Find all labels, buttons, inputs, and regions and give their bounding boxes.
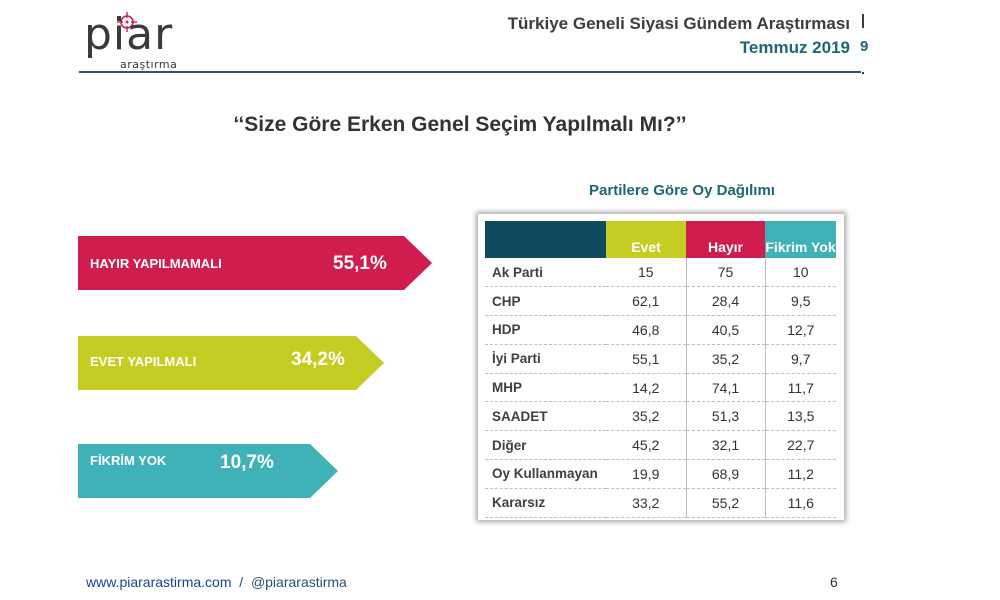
hayir-cell: 35,2 xyxy=(686,344,766,374)
hayir-cell: 74,1 xyxy=(686,373,766,403)
arrow-shape xyxy=(78,444,338,498)
footer-separator: / xyxy=(239,574,244,590)
party-name-cell: Kararsız xyxy=(485,488,606,518)
table-row: Diğer 45,2 32,1 22,7 xyxy=(485,430,836,461)
hayir-cell: 32,1 xyxy=(686,430,766,461)
fikrim-yok-cell: 12,7 xyxy=(765,315,836,345)
evet-cell: 35,2 xyxy=(606,401,687,432)
table-row: İyi Parti 55,1 35,2 9,7 xyxy=(485,344,836,374)
header-fikrim-yok: Fikrim Yok xyxy=(765,221,836,258)
party-name-cell: MHP xyxy=(485,373,606,403)
party-table: Evet Hayır Fikrim Yok Ak Parti 15 75 10 CHP 6… xyxy=(485,221,836,518)
report-title: Türkiye Geneli Siyasi Gündem Araştırması xyxy=(507,14,850,33)
answer-arrow-fikrim-yok: FİKRİM YOK 10,7% xyxy=(78,444,338,498)
party-name-cell: İyi Parti xyxy=(485,344,606,374)
header-divider xyxy=(79,71,861,73)
table-row: MHP 14,2 74,1 11,7 xyxy=(485,373,836,403)
table-row: HDP 46,8 40,5 12,7 xyxy=(485,315,836,345)
table-body: Ak Parti 15 75 10 CHP 62,1 28,4 9,5 HDP 46,8 40,5 1… xyxy=(485,258,836,518)
fikrim-yok-cell: 11,2 xyxy=(765,459,836,489)
header-evet: Evet xyxy=(606,221,686,258)
evet-cell: 15 xyxy=(606,258,687,288)
evet-cell: 14,2 xyxy=(606,373,687,403)
evet-cell: 19,9 xyxy=(606,459,687,489)
answer-value: 34,2% xyxy=(291,349,345,370)
target-icon xyxy=(117,12,137,32)
party-name-cell: SAADET xyxy=(485,401,606,432)
table-row: CHP 62,1 28,4 9,5 xyxy=(485,286,836,317)
fikrim-yok-cell: 9,5 xyxy=(765,286,836,317)
party-name-cell: Diğer xyxy=(485,430,606,461)
table-row: Ak Parti 15 75 10 xyxy=(485,258,836,288)
website-link[interactable]: www.piararastirma.com xyxy=(86,574,232,590)
evet-cell: 45,2 xyxy=(606,430,687,461)
logo-subtext: araştırma xyxy=(120,58,178,71)
hayir-cell: 55,2 xyxy=(686,488,766,518)
edge-fragment-dot xyxy=(862,72,864,74)
hayir-cell: 51,3 xyxy=(686,401,766,432)
fikrim-yok-cell: 10 xyxy=(765,258,836,288)
logo: piar araştırma xyxy=(84,8,194,72)
party-table-frame: Evet Hayır Fikrim Yok Ak Parti 15 75 10 CHP 6… xyxy=(478,214,844,520)
page-number: 6 xyxy=(830,574,838,590)
answer-label: FİKRİM YOK xyxy=(90,453,167,468)
report-date: Temmuz 2019 xyxy=(739,38,850,57)
edge-fragment xyxy=(862,14,864,28)
survey-question: ‘‘Size Göre Erken Genel Seçim Yapılmalı … xyxy=(233,113,687,136)
hayir-cell: 75 xyxy=(686,258,766,288)
fikrim-yok-cell: 13,5 xyxy=(765,401,836,432)
party-name-cell: CHP xyxy=(485,286,606,317)
arrow-shape xyxy=(78,236,432,290)
answer-arrow-hayir: HAYIR YAPILMAMALI 55,1% xyxy=(78,236,432,290)
fikrim-yok-cell: 9,7 xyxy=(765,344,836,374)
table-row: Oy Kullanmayan 19,9 68,9 11,2 xyxy=(485,459,836,489)
evet-cell: 46,8 xyxy=(606,315,687,345)
hayir-cell: 40,5 xyxy=(686,315,766,345)
party-name-cell: HDP xyxy=(485,315,606,345)
answer-arrow-evet: EVET YAPILMALI 34,2% xyxy=(78,336,384,390)
hayir-cell: 28,4 xyxy=(686,286,766,317)
arrow-shape xyxy=(78,336,384,390)
footer: www.piararastirma.com / @piararastirma xyxy=(86,574,347,590)
answer-value: 55,1% xyxy=(333,253,387,274)
party-name-cell: Oy Kullanmayan xyxy=(485,459,606,489)
hayir-cell: 68,9 xyxy=(686,459,766,489)
evet-cell: 55,1 xyxy=(606,344,687,374)
fikrim-yok-cell: 11,7 xyxy=(765,373,836,403)
fikrim-yok-cell: 11,6 xyxy=(765,488,836,518)
table-row: SAADET 35,2 51,3 13,5 xyxy=(485,401,836,432)
answer-label: HAYIR YAPILMAMALI xyxy=(90,256,222,271)
party-name-cell: Ak Parti xyxy=(485,258,606,288)
logo-wordmark: piar xyxy=(84,9,174,60)
fikrim-yok-cell: 22,7 xyxy=(765,430,836,461)
table-row: Kararsız 33,2 55,2 11,6 xyxy=(485,488,836,518)
table-header-row: Evet Hayır Fikrim Yok xyxy=(485,221,836,258)
evet-cell: 62,1 xyxy=(606,286,687,317)
header-hayir: Hayır xyxy=(686,221,765,258)
header-party xyxy=(485,221,606,258)
social-handle[interactable]: @piararastirma xyxy=(250,574,347,590)
answer-label: EVET YAPILMALI xyxy=(90,354,197,369)
edge-fragment-glyph: 9 xyxy=(860,38,869,55)
table-title: Partilere Göre Oy Dağılımı xyxy=(589,182,775,199)
evet-cell: 33,2 xyxy=(606,488,687,518)
answer-value: 10,7% xyxy=(220,452,274,473)
